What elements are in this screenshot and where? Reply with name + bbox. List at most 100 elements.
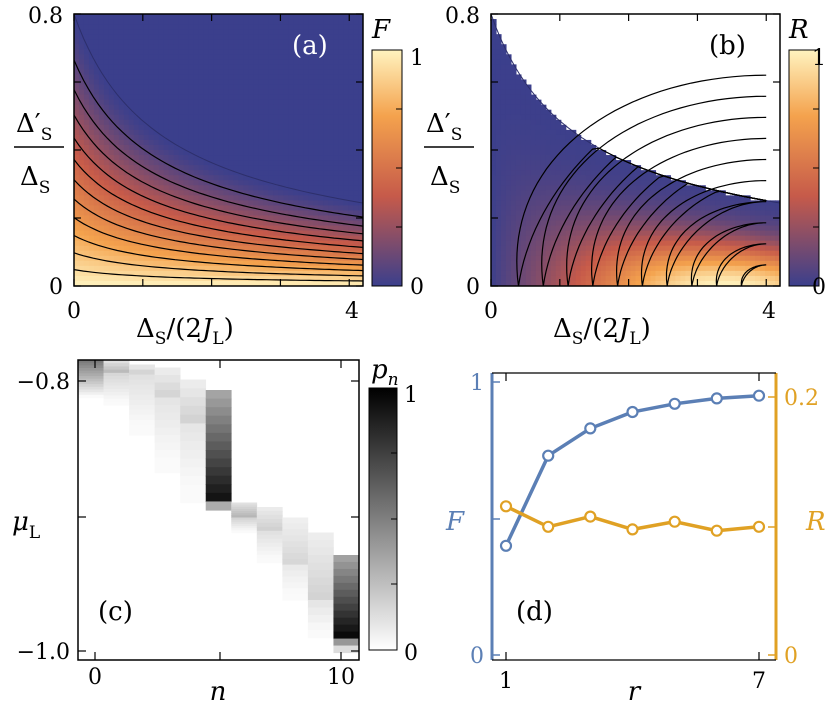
heat-cell: [308, 240, 314, 247]
heat-cell: [123, 150, 130, 156]
heat-cell: [108, 150, 115, 156]
heat-cell: [500, 180, 507, 186]
heat-cell: [188, 44, 195, 50]
heat-cell: [333, 84, 339, 91]
heat-cell: [238, 69, 245, 76]
heat-cell: [333, 99, 339, 106]
heat-cell: [288, 180, 294, 186]
heat-cell: [298, 74, 304, 81]
heat-cell: [338, 139, 344, 146]
heat-cell: [665, 190, 671, 196]
heat-cell: [148, 49, 155, 55]
occupation-cell: [256, 554, 283, 560]
heat-cell: [193, 180, 200, 186]
heat-cell: [690, 265, 696, 272]
heat-cell: [570, 200, 577, 207]
heat-cell: [74, 24, 80, 30]
occupation-cell: [205, 484, 232, 494]
heat-cell: [620, 210, 627, 217]
heat-cell: [183, 215, 190, 222]
columns-c: [78, 360, 360, 654]
heat-cell: [113, 160, 120, 166]
heat-cell: [133, 54, 140, 60]
heat-cell: [133, 185, 140, 191]
heat-cell: [620, 230, 627, 237]
heat-cell: [765, 265, 771, 272]
heat-cell: [243, 94, 249, 101]
heat-cell: [570, 185, 577, 191]
heat-cell: [193, 29, 200, 35]
heat-cell: [118, 114, 125, 121]
heat-cell: [298, 190, 304, 196]
heat-cell: [530, 195, 537, 201]
heat-cell: [283, 144, 289, 151]
heat-cell: [520, 175, 527, 181]
heat-cell: [491, 84, 497, 91]
heat-cell: [288, 175, 294, 181]
heat-cell: [520, 185, 527, 191]
heat-cell: [238, 175, 245, 181]
heat-cell: [575, 265, 582, 272]
heat-cell: [348, 74, 354, 81]
heat-cell: [123, 160, 130, 166]
heat-cell: [358, 165, 363, 171]
heat-cell: [118, 19, 125, 25]
heat-cell: [293, 220, 299, 227]
heat-cell: [93, 124, 100, 131]
heat-cell: [238, 124, 245, 131]
heat-cell: [178, 270, 185, 277]
heat-cell: [243, 225, 249, 232]
heat-cell: [775, 220, 780, 227]
heat-cell: [93, 260, 100, 267]
heat-cell: [765, 200, 771, 207]
heat-cell: [333, 144, 339, 151]
heat-cell: [595, 190, 602, 196]
heat-cell: [298, 150, 304, 156]
heat-cell: [203, 124, 210, 131]
heat-cell: [530, 190, 537, 196]
heat-cell: [545, 195, 552, 201]
heat-cell: [74, 255, 80, 262]
heat-cell: [283, 44, 289, 50]
heat-cell: [218, 44, 225, 50]
heat-cell: [293, 185, 299, 191]
heat-cell: [118, 59, 125, 65]
x-tick-left-d: 1: [499, 669, 513, 694]
heat-cell: [580, 150, 587, 156]
heat-cell: [248, 260, 254, 267]
heat-cell: [153, 24, 160, 30]
occupation-cell: [333, 624, 360, 633]
heat-cell: [491, 265, 497, 272]
heat-cell: [705, 245, 711, 252]
left-ticks-d: [492, 381, 500, 656]
heat-cell: [358, 144, 363, 151]
heat-cell: [163, 19, 170, 25]
heat-cell: [93, 89, 100, 96]
heat-cell: [113, 124, 120, 131]
heat-cell: [491, 24, 497, 30]
heat-cell: [545, 220, 552, 227]
heat-cell: [228, 139, 235, 146]
heat-cell: [113, 255, 120, 262]
heat-cell: [515, 210, 522, 217]
heat-cell: [550, 270, 557, 277]
heat-cell: [590, 220, 597, 227]
heat-cell: [495, 84, 502, 91]
heat-cell: [98, 230, 105, 237]
occupation-cell: [256, 526, 283, 532]
heat-cell: [93, 29, 100, 35]
heat-cell: [303, 124, 309, 131]
heat-cell: [353, 69, 359, 76]
heat-cell: [303, 175, 309, 181]
heat-cell: [745, 240, 751, 247]
heat-cell: [183, 190, 190, 196]
heat-cell: [128, 99, 135, 106]
heat-cell: [313, 64, 319, 71]
heat-cell: [198, 39, 205, 45]
heat-cell: [273, 64, 279, 71]
heat-cell: [213, 129, 220, 136]
heat-cell: [193, 124, 200, 131]
heat-cell: [223, 34, 230, 40]
heat-cell: [148, 129, 155, 136]
heat-cell: [138, 235, 145, 242]
